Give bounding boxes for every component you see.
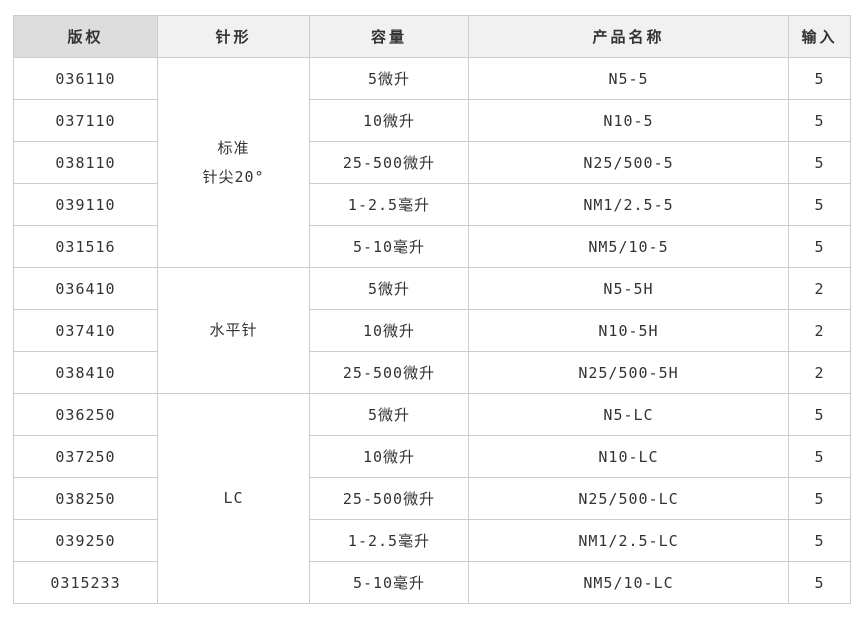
input-cell: 2 bbox=[788, 309, 851, 352]
input-cell: 5 bbox=[788, 183, 851, 226]
table-row: 031516 5-10毫升 NM5/10-5 5 bbox=[13, 225, 851, 268]
product-name-cell: NM5/10-LC bbox=[468, 561, 789, 604]
capacity-cell: 5微升 bbox=[309, 393, 469, 436]
capacity-cell: 1-2.5毫升 bbox=[309, 519, 469, 562]
copyright-cell: 036410 bbox=[13, 267, 158, 310]
capacity-cell: 10微升 bbox=[309, 99, 469, 142]
copyright-cell: 038250 bbox=[13, 477, 158, 520]
input-cell: 5 bbox=[788, 225, 851, 268]
product-name-cell: NM1/2.5-5 bbox=[468, 183, 789, 226]
capacity-cell: 10微升 bbox=[309, 435, 469, 478]
copyright-cell: 038110 bbox=[13, 141, 158, 184]
table-row: 037250 10微升 N10-LC 5 bbox=[13, 435, 851, 478]
product-name-cell: N10-5 bbox=[468, 99, 789, 142]
table-row: 036110 标准 针尖20° 5微升 N5-5 5 bbox=[13, 57, 851, 268]
copyright-cell: 031516 bbox=[13, 225, 158, 268]
copyright-cell: 037110 bbox=[13, 99, 158, 142]
input-cell: 5 bbox=[788, 519, 851, 562]
product-name-cell: N5-5H bbox=[468, 267, 789, 310]
copyright-cell: 037410 bbox=[13, 309, 158, 352]
table-row: 037410 10微升 N10-5H 2 bbox=[13, 309, 851, 352]
table-row: 038410 25-500微升 N25/500-5H 2 bbox=[13, 351, 851, 394]
table-row: 036410 水平针 5微升 N5-5H 2 bbox=[13, 267, 851, 394]
input-cell: 2 bbox=[788, 351, 851, 394]
table-header: 版权 针形 容量 产品名称 输入 bbox=[13, 15, 851, 58]
copyright-cell: 036250 bbox=[13, 393, 158, 436]
table-row: 038110 25-500微升 N25/500-5 5 bbox=[13, 141, 851, 184]
capacity-cell: 25-500微升 bbox=[309, 141, 469, 184]
input-cell: 5 bbox=[788, 561, 851, 604]
table-row: 039250 1-2.5毫升 NM1/2.5-LC 5 bbox=[13, 519, 851, 562]
capacity-cell: 5微升 bbox=[309, 57, 469, 100]
table-row: 037110 10微升 N10-5 5 bbox=[13, 99, 851, 142]
product-spec-table-container: 版权 针形 容量 产品名称 输入 036110 标准 针尖20° 5微升 N5-… bbox=[13, 15, 851, 604]
product-name-cell: N25/500-5 bbox=[468, 141, 789, 184]
column-header-copyright: 版权 bbox=[13, 15, 158, 58]
table-row: 0315233 5-10毫升 NM5/10-LC 5 bbox=[13, 561, 851, 604]
product-name-cell: NM1/2.5-LC bbox=[468, 519, 789, 562]
copyright-cell: 036110 bbox=[13, 57, 158, 100]
input-cell: 5 bbox=[788, 393, 851, 436]
input-cell: 5 bbox=[788, 141, 851, 184]
column-header-needle-shape: 针形 bbox=[157, 15, 310, 58]
input-cell: 2 bbox=[788, 267, 851, 310]
column-header-input: 输入 bbox=[788, 15, 851, 58]
product-name-cell: N10-LC bbox=[468, 435, 789, 478]
input-cell: 5 bbox=[788, 435, 851, 478]
table-row: 036250 LC 5微升 N5-LC 5 bbox=[13, 393, 851, 604]
copyright-cell: 037250 bbox=[13, 435, 158, 478]
input-cell: 5 bbox=[788, 99, 851, 142]
capacity-cell: 1-2.5毫升 bbox=[309, 183, 469, 226]
capacity-cell: 5微升 bbox=[309, 267, 469, 310]
product-name-cell: N25/500-5H bbox=[468, 351, 789, 394]
column-header-product-name: 产品名称 bbox=[468, 15, 789, 58]
table-body: 036110 标准 针尖20° 5微升 N5-5 5 037110 10微升 N… bbox=[13, 57, 851, 604]
input-cell: 5 bbox=[788, 477, 851, 520]
needle-shape-cell: 水平针 bbox=[157, 267, 310, 394]
capacity-cell: 25-500微升 bbox=[309, 477, 469, 520]
product-name-cell: N5-5 bbox=[468, 57, 789, 100]
needle-shape-cell: LC bbox=[157, 393, 310, 604]
capacity-cell: 25-500微升 bbox=[309, 351, 469, 394]
capacity-cell: 5-10毫升 bbox=[309, 225, 469, 268]
copyright-cell: 038410 bbox=[13, 351, 158, 394]
capacity-cell: 5-10毫升 bbox=[309, 561, 469, 604]
capacity-cell: 10微升 bbox=[309, 309, 469, 352]
table-row: 038250 25-500微升 N25/500-LC 5 bbox=[13, 477, 851, 520]
needle-shape-cell: 标准 针尖20° bbox=[157, 57, 310, 268]
product-name-cell: N25/500-LC bbox=[468, 477, 789, 520]
copyright-cell: 039250 bbox=[13, 519, 158, 562]
input-cell: 5 bbox=[788, 57, 851, 100]
table-row: 039110 1-2.5毫升 NM1/2.5-5 5 bbox=[13, 183, 851, 226]
product-spec-table: 版权 针形 容量 产品名称 输入 036110 标准 针尖20° 5微升 N5-… bbox=[13, 15, 851, 604]
product-name-cell: NM5/10-5 bbox=[468, 225, 789, 268]
copyright-cell: 039110 bbox=[13, 183, 158, 226]
column-header-capacity: 容量 bbox=[309, 15, 469, 58]
product-name-cell: N5-LC bbox=[468, 393, 789, 436]
header-row: 版权 针形 容量 产品名称 输入 bbox=[13, 15, 851, 58]
product-name-cell: N10-5H bbox=[468, 309, 789, 352]
copyright-cell: 0315233 bbox=[13, 561, 158, 604]
